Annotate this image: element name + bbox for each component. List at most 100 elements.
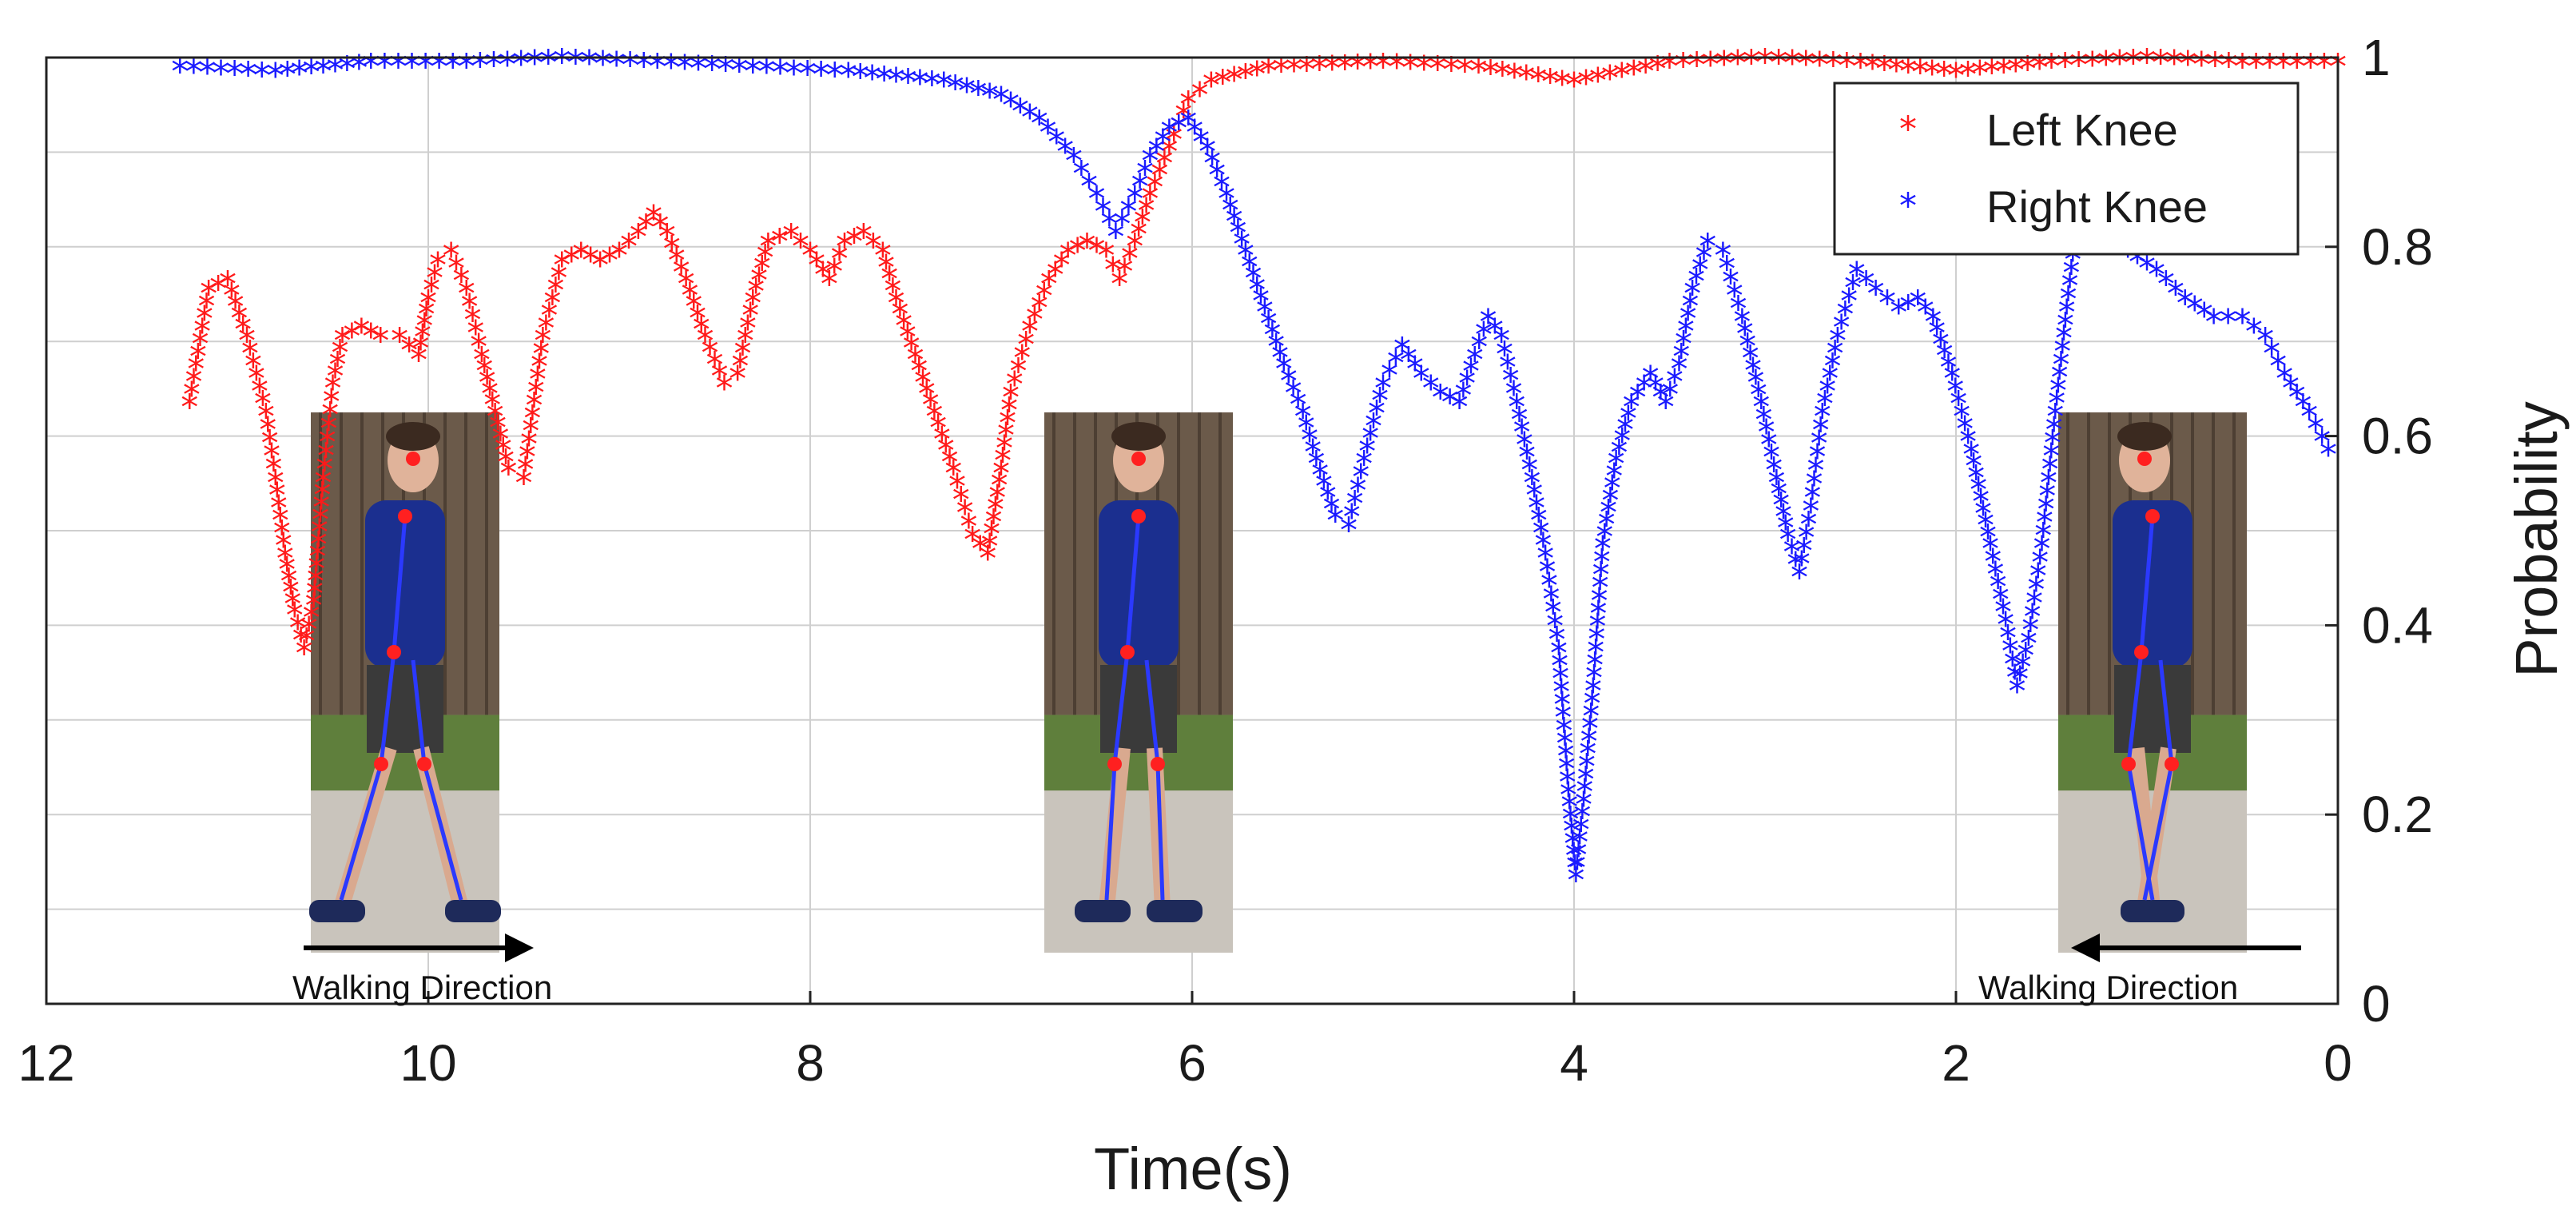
data-point: * [278,550,296,591]
data-point: * [267,56,284,97]
data-point: * [1349,471,1366,512]
data-point: * [1226,60,1243,101]
data-point: * [2245,312,2263,352]
data-point: * [813,54,830,95]
data-point: * [1502,360,1520,401]
data-point: * [497,442,515,483]
data-point: * [884,272,901,312]
data-point: * [814,255,832,296]
data-point: * [310,524,328,565]
data-point: * [331,333,348,374]
data-point: * [308,537,326,578]
data-point: * [1802,492,1819,532]
data-point: * [1154,122,1171,163]
data-point: * [187,349,205,390]
data-point: * [1601,58,1619,99]
data-point: * [1977,506,1994,547]
data-point: * [1765,451,1783,492]
data-point: * [645,198,662,239]
data-point: * [808,245,825,286]
data-point: * [1147,132,1165,173]
data-point: * [323,382,340,423]
data-point: * [1056,132,1074,173]
data-point: * [1036,276,1053,316]
data-point: * [553,42,570,82]
data-point: * [1649,49,1667,90]
data-point: * [1226,202,1243,243]
data-point: * [1017,324,1035,365]
data-point: * [895,306,912,347]
data-point: * [2084,45,2101,86]
data-point: * [254,384,272,425]
data-point: * [540,296,558,336]
data-point: * [2165,43,2183,84]
data-point: * [2157,265,2175,305]
data-point: * [495,431,512,472]
data-point: * [1113,205,1131,245]
data-point: * [1739,326,1756,367]
data-point: * [1587,632,1604,673]
data-point: * [572,236,590,277]
data-point: * [419,283,437,324]
data-point: * [238,321,256,362]
data-point: * [2282,368,2300,409]
data-point: * [734,333,752,374]
data-point: * [782,217,800,257]
data-point: * [1647,368,1664,409]
data-point: * [1637,51,1655,92]
data-point: * [312,500,329,540]
data-point: * [1999,618,2017,659]
data-point: * [1069,231,1087,272]
data-point: * [1932,324,1950,365]
data-point: * [171,51,189,92]
data-point: * [785,54,803,94]
data-point: * [903,328,920,369]
data-point: * [487,396,504,437]
data-point: * [1956,409,1974,450]
data-point: * [1747,363,1764,404]
data-point: * [678,265,695,305]
data-point: * [1943,359,1961,400]
data-point: * [321,396,339,436]
data-point: * [1146,167,1163,208]
data-point: * [499,453,517,494]
data-point: * [690,49,707,90]
data-point: * [1451,388,1469,428]
data-point: * [910,352,928,392]
data-point: * [1763,438,1780,479]
data-point: * [673,253,690,293]
data-point: * [2053,332,2071,372]
data-point: * [2205,302,2223,343]
data-point: * [1362,419,1379,460]
data-point: * [1793,544,1811,585]
data-point: * [2048,384,2065,424]
data-point: * [499,45,516,86]
data-point: * [1222,190,1239,231]
data-point: * [1684,274,1701,315]
data-point: * [831,239,849,280]
data-point: * [1100,205,1118,245]
data-point: * [1442,50,1460,91]
data-point: * [1798,518,1815,559]
data-point: * [1722,262,1739,303]
data-point: * [517,450,535,491]
data-point: * [1899,288,1917,328]
data-point: * [1579,734,1596,775]
data-point: * [2179,44,2196,85]
data-point: * [2196,296,2213,336]
data-point: * [352,312,370,352]
data-point: * [1992,579,2010,620]
data-point: * [1559,762,1576,803]
data-point: * [1479,302,1497,343]
data-point: * [689,298,706,339]
data-point: * [1301,420,1318,461]
data-point: * [1623,388,1640,428]
data-point: * [531,347,548,388]
data-point: * [1534,526,1552,567]
data-point: * [1939,348,1957,388]
data-point: * [1572,810,1590,850]
x-tick-label: 2 [1942,1034,1970,1092]
data-point: * [270,488,288,529]
data-point: * [1577,759,1595,800]
data-point: * [1470,51,1488,92]
